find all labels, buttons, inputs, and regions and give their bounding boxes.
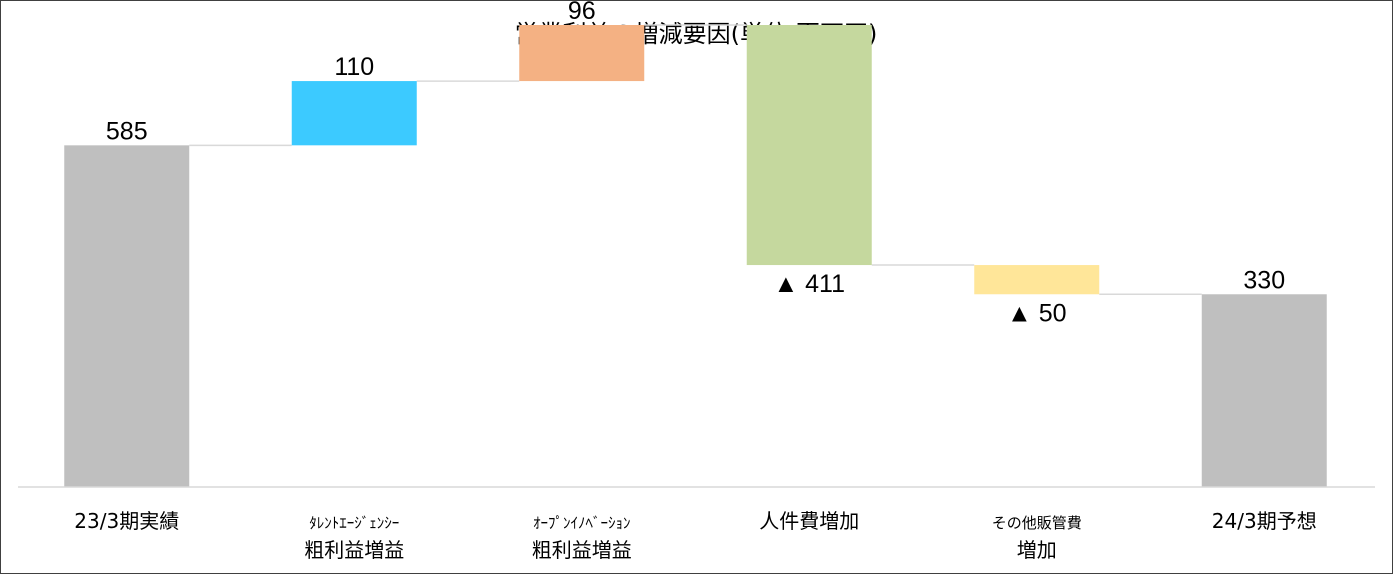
category-label-5-line-1: その他販管費 [992, 514, 1082, 532]
category-label-1-line-1: 23/3期実績 [74, 509, 179, 533]
bar-2 [291, 81, 417, 146]
category-labels: 23/3期実績 ﾀﾚﾝﾄｴｰｼﾞｪﾝｼｰ 粗利益増益 ｵｰﾌﾟﾝｲﾉﾍﾞｰｼｮﾝ 粗利益… [74, 509, 1316, 562]
data-label-2: 110 [334, 53, 374, 81]
category-label-4-line-1: 人件費増加 [759, 509, 859, 533]
data-label-6: 330 [1243, 266, 1285, 294]
bar-1 [64, 145, 190, 487]
bar-4 [746, 25, 872, 266]
category-label-5-line-2: 増加 [1017, 538, 1057, 562]
connector-lines [189, 24, 1202, 296]
data-label-4: ▲ 411 [773, 270, 845, 298]
category-label-3-line-1: ｵｰﾌﾟﾝｲﾉﾍﾞｰｼｮﾝ [533, 514, 631, 532]
category-label-2-line-2: 粗利益増益 [304, 538, 404, 562]
category-label-6-line-1: 24/3期予想 [1212, 509, 1317, 533]
data-label-3: 96 [568, 0, 596, 25]
bar-3 [519, 25, 645, 82]
bar-5 [974, 265, 1100, 295]
data-labels: 585 110 96 ▲ 411 ▲ 50 330 [106, 0, 1285, 327]
bars [64, 25, 1327, 487]
data-label-5: ▲ 50 [1007, 299, 1067, 327]
bar-6 [1201, 294, 1327, 487]
category-label-3-line-2: 粗利益増益 [532, 538, 632, 562]
data-label-1: 585 [106, 117, 148, 145]
category-label-2-line-1: ﾀﾚﾝﾄｴｰｼﾞｪﾝｼｰ [309, 514, 399, 532]
